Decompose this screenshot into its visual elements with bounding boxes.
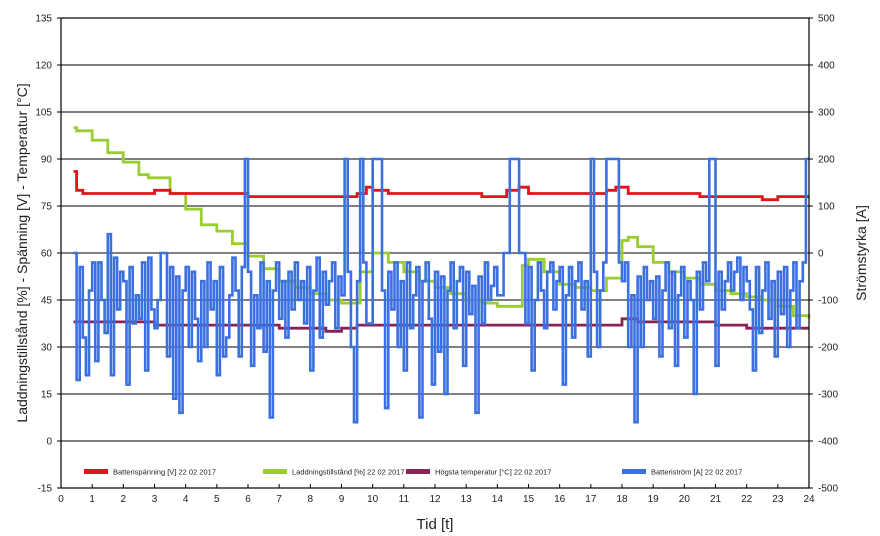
y-left-tick-label: 135 — [35, 14, 52, 25]
y-left-tick-label: 30 — [41, 343, 53, 354]
y-left-tick-label: 15 — [41, 390, 53, 401]
y-right-tick-label: -100 — [818, 296, 838, 307]
y-right-tick-label: 200 — [818, 155, 835, 166]
legend-swatch — [406, 469, 430, 474]
y-left-tick-label: 120 — [35, 61, 52, 72]
x-tick-label: 7 — [276, 494, 282, 505]
x-tick-label: 21 — [710, 494, 722, 505]
legend-swatch — [263, 469, 287, 474]
tick-labels: 0 1 2 3 4 5 6 7 8 9 10 11 12 13 14 15 16 17 18 19 20 21 22 23 24… — [35, 14, 838, 506]
x-tick-label: 2 — [121, 494, 127, 505]
legend-label: Batterispänning [V] 22 02 2017 — [113, 468, 216, 477]
x-tick-label: 6 — [245, 494, 251, 505]
x-tick-label: 16 — [554, 494, 566, 505]
x-tick-label: 11 — [399, 494, 410, 505]
y-right-tick-label: 400 — [818, 61, 835, 72]
y-left-tick-label: -15 — [38, 484, 53, 495]
x-tick-label: 20 — [679, 494, 691, 505]
y-right-tick-label: -200 — [818, 343, 838, 354]
y-left-tick-label: 0 — [46, 437, 52, 448]
series-line-4 — [73, 157, 809, 424]
x-tick-label: 12 — [429, 494, 441, 505]
y-left-tick-label: 90 — [41, 155, 53, 166]
y-left-tick-label: 75 — [41, 202, 53, 213]
y-right-tick-label: -500 — [818, 484, 838, 495]
x-axis-title: Tid [t] — [417, 516, 454, 533]
y-left-tick-label: 105 — [35, 108, 52, 119]
x-tick-label: 4 — [183, 494, 189, 505]
x-tick-label: 24 — [803, 494, 815, 505]
y-left-tick-label: 45 — [41, 296, 53, 307]
legend-swatch — [622, 469, 646, 474]
x-tick-label: 19 — [648, 494, 660, 505]
x-tick-label: 0 — [58, 494, 64, 505]
y-axis-right-title: Strömstyrka [A] — [853, 205, 869, 301]
x-tick-label: 9 — [339, 494, 345, 505]
x-tick-label: 15 — [523, 494, 535, 505]
y-axis-left-title: Laddningstillstånd [%] - Spänning [V] - … — [14, 83, 30, 422]
x-tick-label: 18 — [616, 494, 628, 505]
x-tick-label: 5 — [214, 494, 220, 505]
y-right-tick-label: 0 — [818, 249, 824, 260]
legend-label: Högsta temperatur [°C] 22 02 2017 — [435, 468, 551, 477]
series-line-1 — [73, 170, 809, 202]
y-right-tick-label: 500 — [818, 14, 835, 25]
legend: Batterispänning [V] 22 02 2017 Laddningst… — [84, 468, 742, 477]
x-tick-label: 3 — [152, 494, 158, 505]
x-tick-label: 22 — [741, 494, 753, 505]
x-tick-label: 8 — [308, 494, 314, 505]
x-tick-label: 1 — [89, 494, 95, 505]
series-lines — [73, 126, 811, 424]
x-tick-label: 17 — [585, 494, 597, 505]
x-tick-label: 23 — [772, 494, 784, 505]
y-left-tick-label: 60 — [41, 249, 53, 260]
x-tick-label: 14 — [492, 494, 504, 505]
legend-swatch — [84, 469, 108, 474]
y-right-tick-label: -400 — [818, 437, 838, 448]
legend-label: Batteriström [A] 22 02 2017 — [651, 468, 742, 477]
y-right-tick-label: 100 — [818, 202, 835, 213]
legend-label: Laddningstillstånd [%] 22 02 2017 — [292, 468, 405, 477]
x-tick-label: 13 — [461, 494, 473, 505]
y-right-tick-label: 300 — [818, 108, 835, 119]
y-right-tick-label: -300 — [818, 390, 838, 401]
x-tick-label: 10 — [367, 494, 379, 505]
